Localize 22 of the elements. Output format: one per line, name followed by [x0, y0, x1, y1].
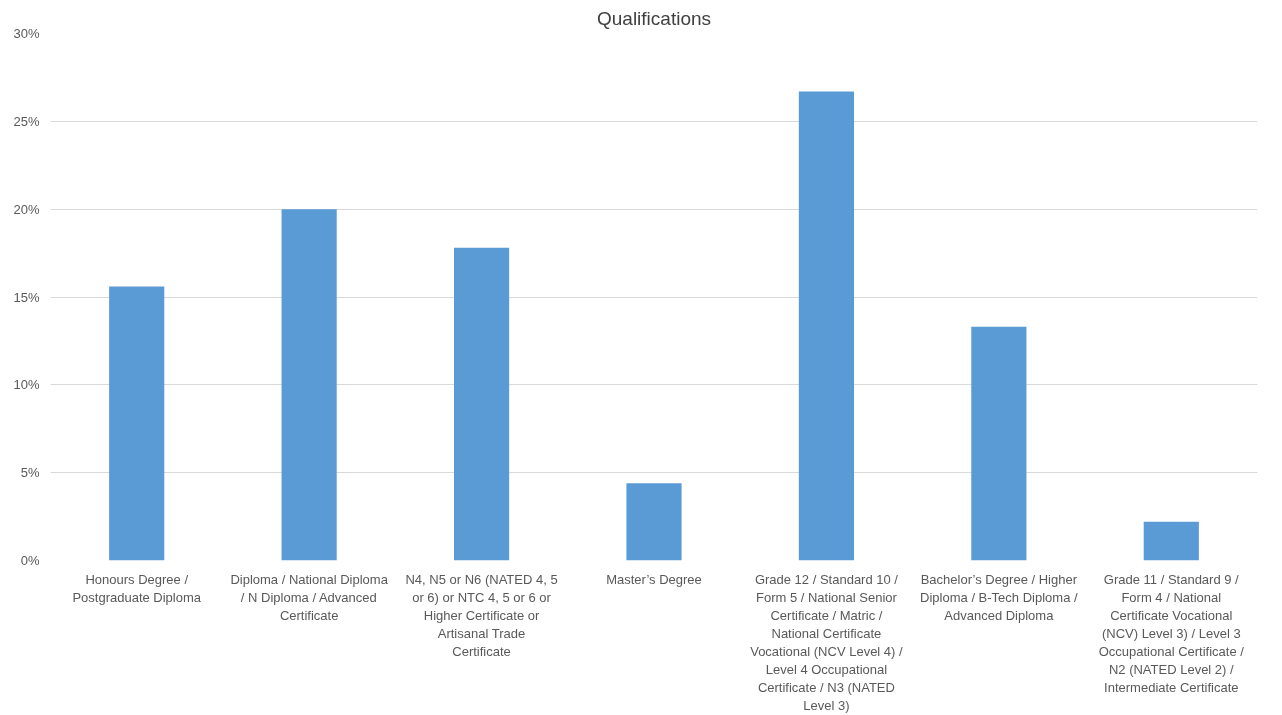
bar: [626, 483, 682, 561]
y-tick-label: 25%: [13, 113, 40, 129]
bar: [281, 209, 337, 561]
x-tick-label: Bachelor’s Degree / Higher Diploma / B-Tech Diploma / Advanced Diploma: [920, 571, 1078, 623]
bar: [109, 286, 165, 561]
y-tick-label: 30%: [13, 26, 40, 41]
x-tick-label: Master’s Degree: [606, 571, 702, 587]
y-tick-label: 15%: [13, 289, 40, 305]
y-tick-label: 5%: [20, 465, 40, 481]
x-tick-label: Honours Degree / Postgraduate Diploma: [72, 571, 202, 605]
x-tick-label: Grade 11 / Standard 9 / Form 4 / National Certificate Vocational (NCV) Level 3) / Level 3 Occupational Certificate / N2 (NATED Level 2) / Intermediate Certificate: [1098, 571, 1245, 695]
bar: [453, 247, 510, 561]
x-tick-label: Diploma / National Diploma / N Diploma / Advanced Certificate: [230, 571, 389, 623]
y-tick-label: 0%: [20, 553, 40, 568]
x-tick-label: N4, N5 or N6 (NATED 4, 5 or 6) or NTC 4, 5 or 6 or Higher Certificate or Artisanal Trade Certificate: [405, 571, 558, 659]
chart-title: Qualifications: [596, 7, 712, 29]
bar: [971, 326, 1027, 561]
x-tick-label: Grade 12 / Standard 10 / Form 5 / National Senior Certificate / Matric / National Certificate Vocational (NCV Level 4) / Level 4 Occupational Certificate / N3 (NATED Level 3): [750, 571, 904, 713]
bar: [1143, 521, 1199, 561]
y-tick-label: 10%: [13, 377, 40, 393]
y-tick-label: 20%: [13, 201, 40, 217]
bar: [798, 91, 855, 561]
